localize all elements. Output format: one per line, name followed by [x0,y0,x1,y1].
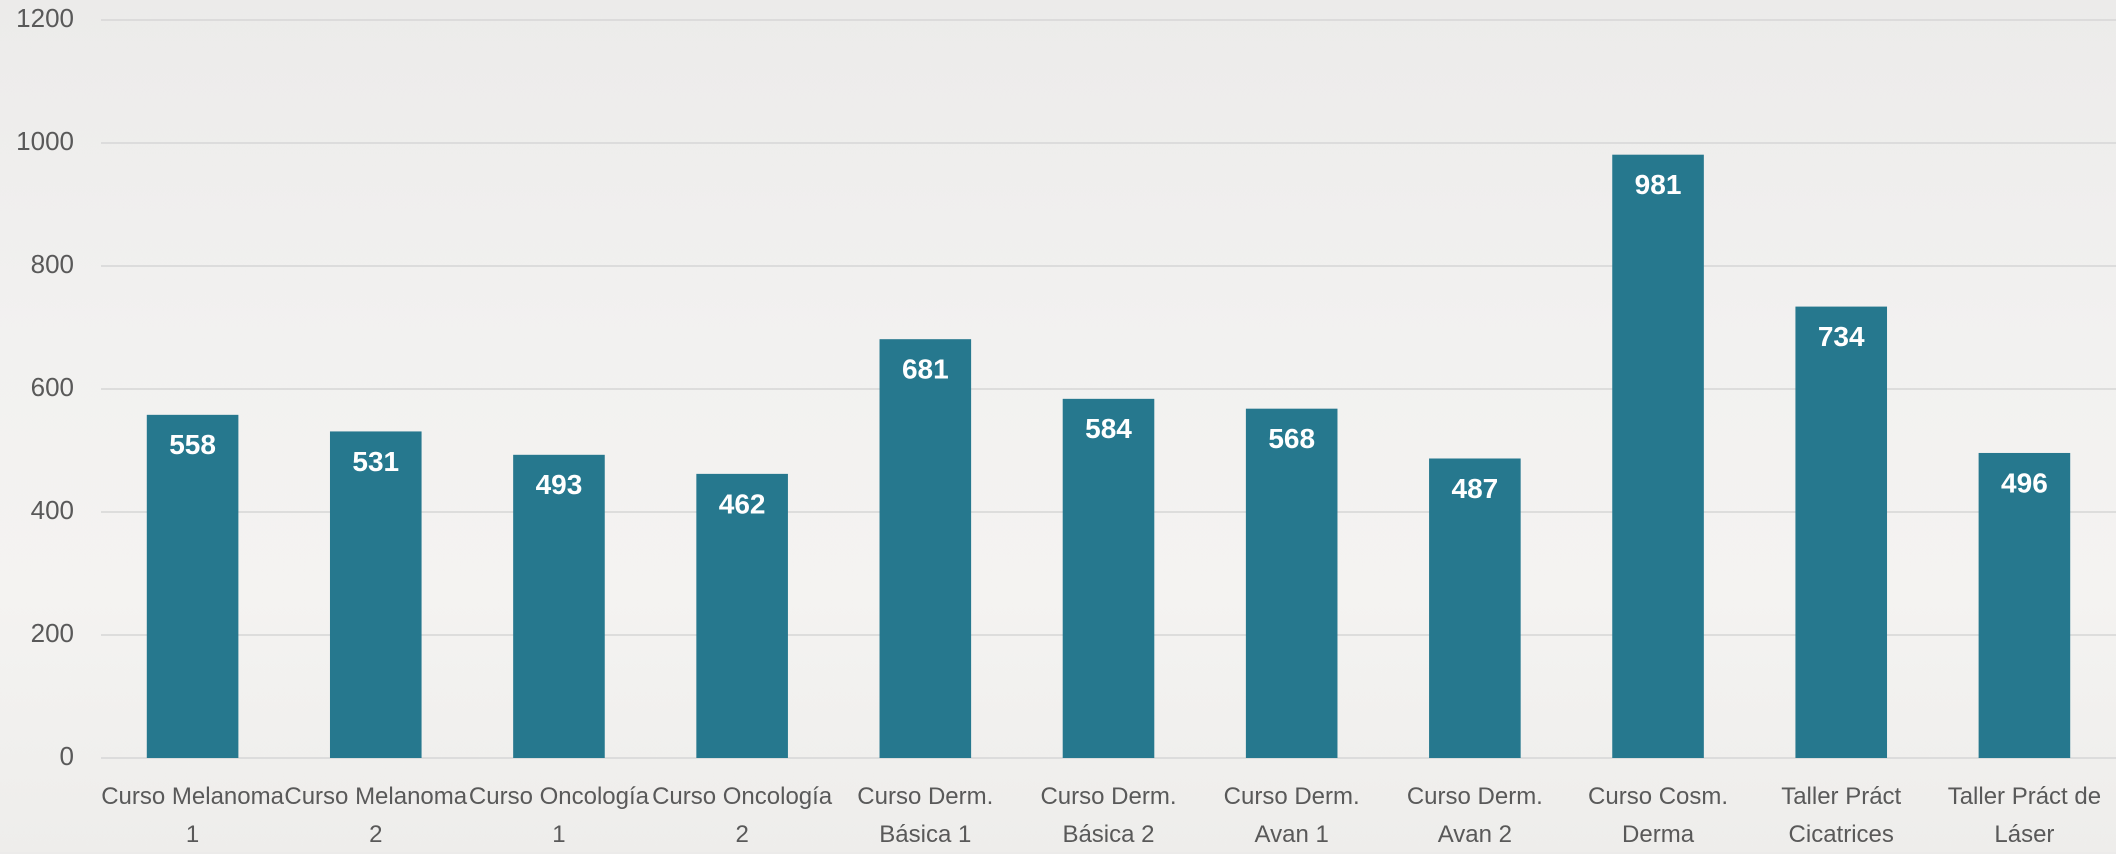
value-label: 493 [536,469,583,500]
y-tick-label: 1000 [16,126,74,156]
value-label: 981 [1635,169,1682,200]
bar [1979,453,2071,758]
value-label: 681 [902,354,949,385]
x-tick-label: Curso Oncología 2 [651,778,834,854]
x-tick-label: Curso Cosm. Derma [1566,778,1749,854]
bar [880,339,972,758]
x-tick-label: Curso Derm. Básica 1 [834,778,1017,854]
y-tick-label: 600 [31,372,74,402]
value-label: 462 [719,488,766,519]
x-tick-label: Curso Melanoma 2 [284,778,467,854]
x-tick-label: Curso Derm. Avan 1 [1200,778,1383,854]
y-tick-label: 400 [31,495,74,525]
x-tick-label: Curso Melanoma 1 [101,778,284,854]
x-tick-label: Curso Derm. Avan 2 [1383,778,1566,854]
value-label: 558 [169,429,216,460]
y-tick-label: 200 [31,618,74,648]
page: {"chart_data": {"type": "bar", "categori… [0,0,2116,852]
value-label: 568 [1268,423,1315,454]
bar [147,415,239,758]
y-tick-label: 0 [60,741,74,771]
value-label: 734 [1818,321,1865,352]
bar [513,455,605,758]
x-tick-label: Taller Práct de Láser [1933,778,2116,854]
chart: 0 200 400 600 800 1000 1200 558 531 493 462 681 584 5… [0,0,2116,852]
bar [1795,307,1887,758]
y-tick-label: 800 [31,249,74,279]
x-tick-label: Taller Práct Cicatrices [1750,778,1933,854]
bar [1612,155,1704,758]
value-label: 496 [2001,467,2048,498]
bar [1063,399,1155,758]
value-label: 531 [352,446,399,477]
x-tick-label: Curso Derm. Básica 2 [1017,778,1200,854]
value-label: 584 [1085,413,1132,444]
value-label: 487 [1452,473,1499,504]
x-tick-label: Curso Oncología 1 [467,778,650,854]
y-tick-label: 1200 [16,3,74,33]
bar [330,431,422,758]
bar [1246,409,1338,758]
